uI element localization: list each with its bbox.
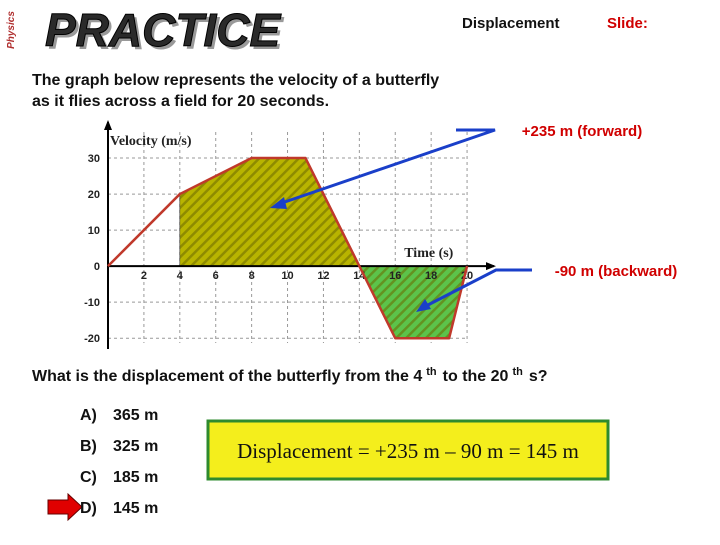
answer-arrow <box>47 492 83 522</box>
question-part: to the 20 <box>443 368 509 385</box>
x-axis-label: Time (s) <box>404 246 453 261</box>
choice-text: 185 m <box>113 469 158 486</box>
intro-line: as it flies across a field for 20 second… <box>32 93 329 110</box>
arrowhead <box>416 299 431 312</box>
pointer <box>275 128 496 207</box>
y-tick-label: 20 <box>88 189 100 201</box>
answer-box <box>206 419 610 481</box>
title: PRACTICE <box>45 4 281 56</box>
arrowhead <box>270 197 287 209</box>
y-tick-label: -20 <box>84 333 100 345</box>
y-tick-label: 30 <box>88 153 100 165</box>
choice-letter: B) <box>80 438 97 455</box>
x-tick-label: 6 <box>213 270 219 282</box>
x-tick-label: 18 <box>425 270 437 282</box>
choice-text: 365 m <box>113 407 158 424</box>
y-axis-arrow <box>104 120 112 130</box>
choice-letter: D) <box>80 500 97 517</box>
choice-letter: C) <box>80 469 97 486</box>
answer-formula: Displacement = +235 m – 90 m = 145 m <box>237 439 579 463</box>
x-axis-arrow <box>486 262 496 271</box>
choice-text: 325 m <box>113 438 158 455</box>
intro-line: The graph below represents the velocity … <box>32 72 439 89</box>
question: What is the displacement of the butterfl… <box>32 366 548 385</box>
choices: A) 365 m B) 325 m C) 185 m D) 145 m <box>47 407 158 522</box>
superscript: th <box>512 366 523 378</box>
x-tick-label: 2 <box>141 270 147 282</box>
x-tick-label: 4 <box>177 270 184 282</box>
x-tick-label: 16 <box>389 270 401 282</box>
question-part: s? <box>529 368 548 385</box>
question-part: What is the displacement of the butterfl… <box>32 368 422 385</box>
superscript: th <box>426 366 437 378</box>
y-tick-label: -10 <box>84 297 100 309</box>
annotation: -90 m (backward) <box>555 263 678 280</box>
choice-letter: A) <box>80 407 97 424</box>
x-tick-label: 12 <box>317 270 329 282</box>
slide-label: Slide: <box>607 15 648 32</box>
y-axis-label: Velocity (m/s) <box>110 134 192 149</box>
y-tick-label: 0 <box>94 261 100 273</box>
x-tick-label: 10 <box>281 270 293 282</box>
subject: Physics <box>6 11 17 49</box>
velocity-line <box>107 156 469 340</box>
y-tick-label: 10 <box>88 225 100 237</box>
title-shadow: PRACTICE <box>48 7 284 59</box>
pointer <box>421 268 532 310</box>
choice-text: 145 m <box>113 500 158 517</box>
annotation: +235 m (forward) <box>522 123 642 140</box>
topic: Displacement <box>462 15 560 32</box>
x-tick-label: 8 <box>249 270 255 282</box>
